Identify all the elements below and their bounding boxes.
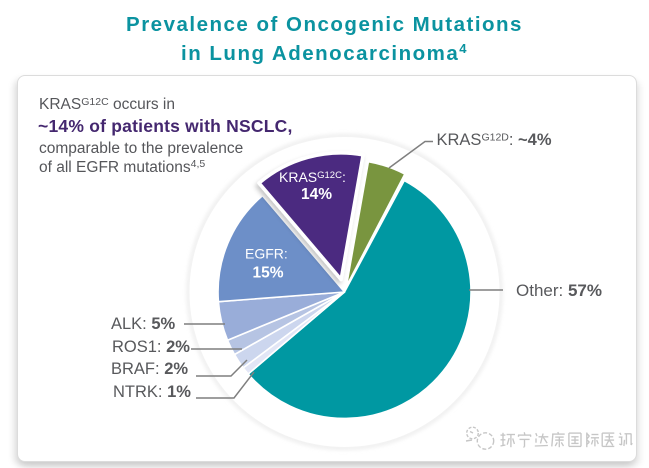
svg-text:EGFR:: EGFR: — [245, 246, 288, 262]
svg-text:NTRK: 1%: NTRK: 1% — [113, 383, 191, 401]
svg-text:14%: 14% — [301, 186, 332, 203]
svg-text:KRASG12D: ~4%: KRASG12D: ~4% — [437, 131, 552, 149]
svg-text:ROS1: 2%: ROS1: 2% — [112, 338, 190, 356]
svg-text:Other: 57%: Other: 57% — [516, 281, 602, 300]
svg-text:15%: 15% — [252, 265, 283, 282]
svg-text:ALK: 5%: ALK: 5% — [111, 315, 176, 333]
svg-text:BRAF: 2%: BRAF: 2% — [111, 360, 188, 378]
